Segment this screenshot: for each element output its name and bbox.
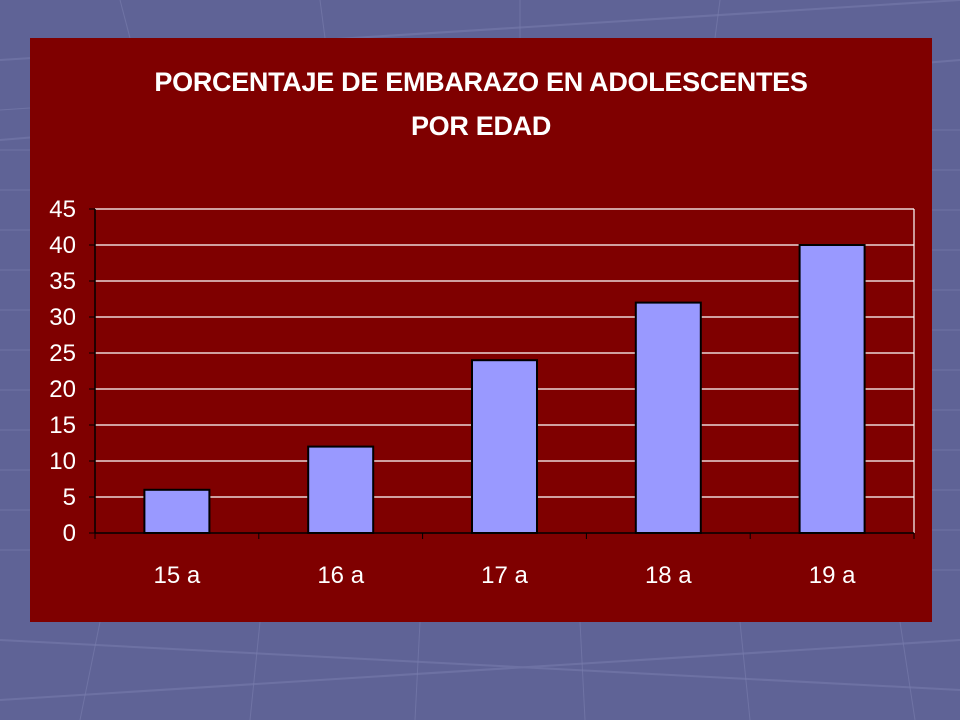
- chart-panel: PORCENTAJE DE EMBARAZO EN ADOLESCENTES P…: [30, 38, 932, 622]
- y-tick-label: 15: [49, 412, 76, 439]
- bars: [143, 244, 866, 535]
- bar-16-a: [307, 445, 375, 535]
- chart-subtitle: POR EDAD: [410, 111, 552, 141]
- y-tick-label: 20: [49, 376, 76, 403]
- y-tick-label: 0: [63, 520, 76, 547]
- chart-title-line-1: PORCENTAJE DE EMBARAZO EN ADOLESCENTES: [154, 67, 808, 97]
- y-tick-label: 5: [63, 484, 76, 511]
- x-tick-label: 19 a: [809, 562, 856, 589]
- y-tick-label: 40: [49, 232, 76, 259]
- x-tick-label: 15 a: [154, 562, 201, 589]
- y-tick-label: 35: [49, 268, 76, 295]
- x-tick-label: 18 a: [645, 562, 692, 589]
- y-tick-label: 25: [49, 340, 76, 367]
- x-tick-label: 16 a: [317, 562, 364, 589]
- chart-title: PORCENTAJE DE EMBARAZO EN ADOLESCENTES P…: [30, 60, 932, 148]
- x-tick-label: 17 a: [481, 562, 528, 589]
- bar-19-a: [798, 244, 866, 534]
- bar-18-a: [634, 301, 702, 534]
- bar-chart: 0 5 10 15 20 25 30 35 40 45 15 a 16 a 17 a 18 a 19 a: [49, 196, 915, 589]
- y-tick-label: 10: [49, 448, 76, 475]
- bar-17-a: [471, 359, 538, 535]
- y-tick-label: 45: [49, 196, 76, 223]
- y-tick-label: 30: [49, 304, 76, 331]
- bar-15-a: [143, 488, 211, 534]
- axes: [89, 208, 915, 539]
- tick-labels: 0 5 10 15 20 25 30 35 40 45 15 a 16 a 17 a 18 a 19 a: [49, 196, 856, 589]
